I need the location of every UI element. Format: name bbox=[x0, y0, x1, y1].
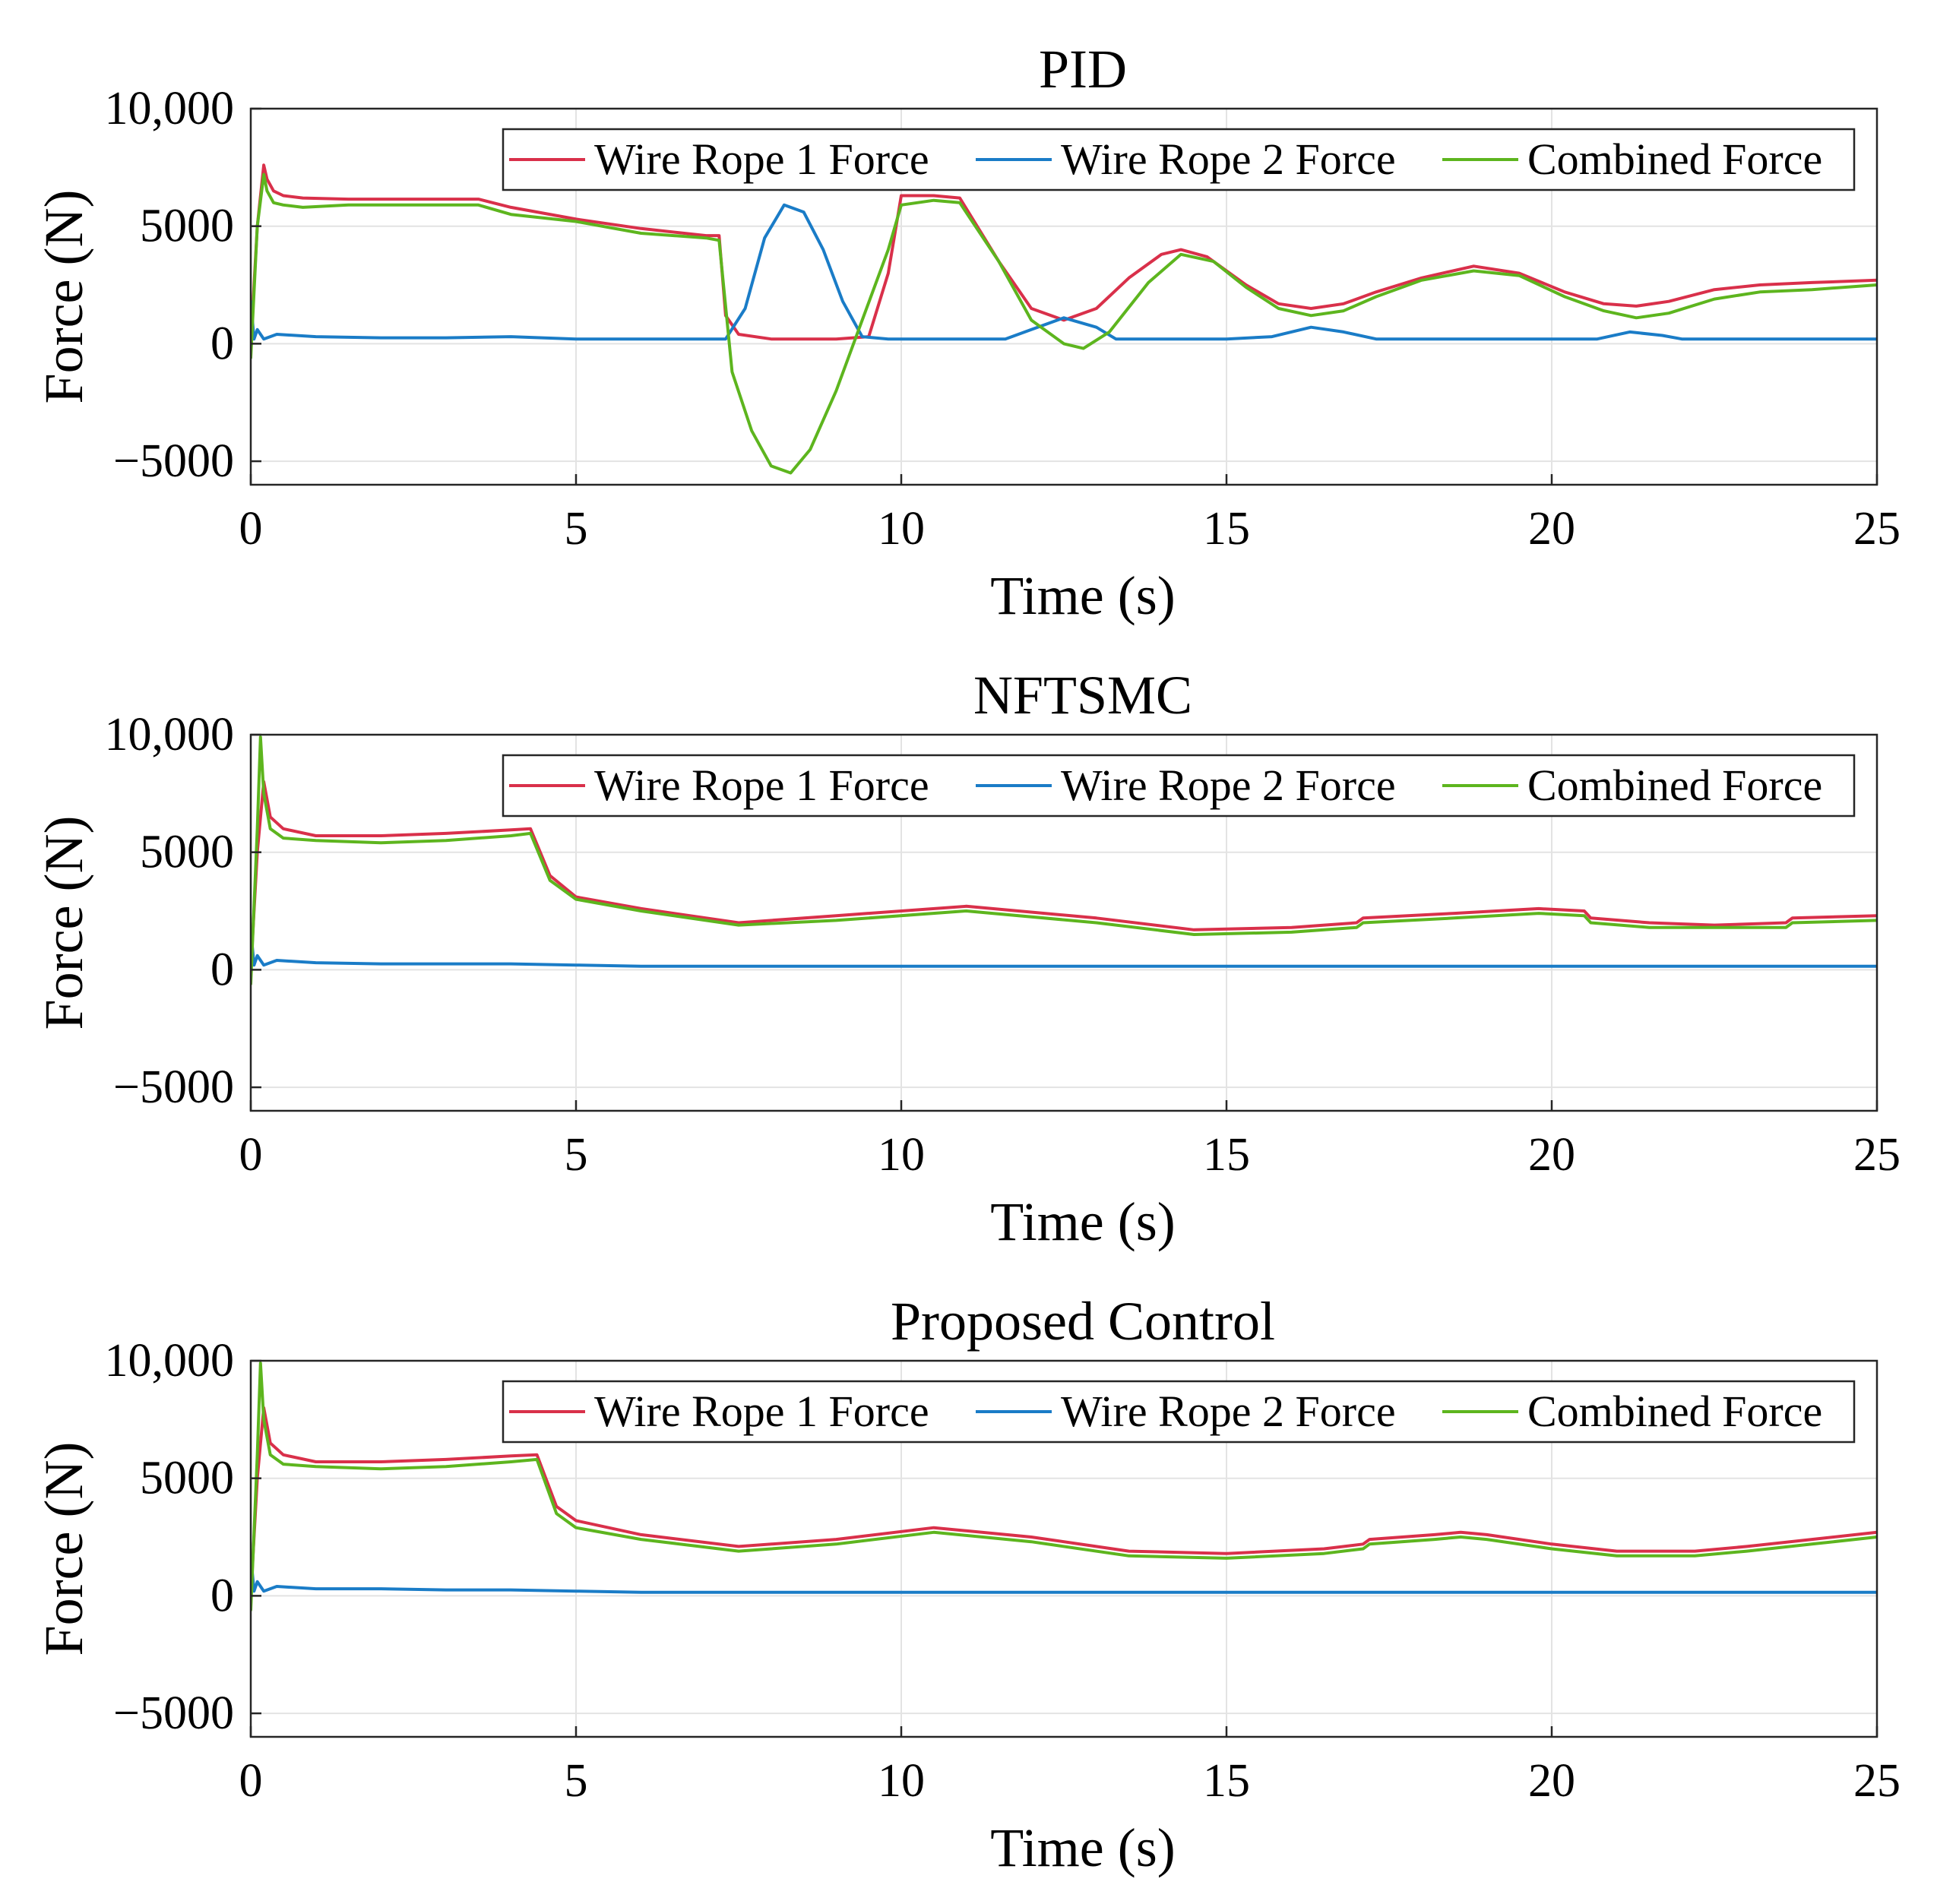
legend-box bbox=[502, 128, 1856, 191]
series-group bbox=[251, 163, 1877, 475]
series-line-wire-rope-1-force bbox=[251, 1406, 1877, 1598]
legend-label-3: Combined Force bbox=[1527, 1387, 1822, 1436]
legend-label-1: Wire Rope 1 Force bbox=[594, 1387, 929, 1436]
x-axis-label: Time (s) bbox=[990, 1817, 1175, 1878]
x-tick-label: 5 bbox=[565, 1129, 588, 1181]
legend-label-2: Wire Rope 2 Force bbox=[1061, 134, 1396, 184]
series-line-combined-force bbox=[251, 1362, 1877, 1611]
legend-label-2: Wire Rope 2 Force bbox=[1061, 1387, 1396, 1436]
legend-box bbox=[502, 754, 1856, 818]
y-tick-label: 0 bbox=[210, 318, 234, 369]
x-tick-label: 10 bbox=[878, 1755, 925, 1807]
y-tick-label: 5000 bbox=[140, 1453, 234, 1504]
x-tick-label: 25 bbox=[1853, 1755, 1901, 1807]
x-tick-label: 20 bbox=[1528, 1755, 1575, 1807]
x-tick-label: 15 bbox=[1203, 503, 1250, 555]
y-tick-label: −5000 bbox=[113, 435, 234, 487]
legend-label-3: Combined Force bbox=[1527, 134, 1822, 184]
x-tick-label: 5 bbox=[565, 1755, 588, 1807]
chart-title: PID bbox=[1039, 39, 1127, 100]
series-group bbox=[251, 735, 1877, 985]
x-axis-label: Time (s) bbox=[990, 1191, 1175, 1252]
x-tick-label: 25 bbox=[1853, 1129, 1901, 1181]
chart-title: Proposed Control bbox=[891, 1291, 1275, 1352]
legend: Wire Rope 1 Force Wire Rope 2 Force Combin… bbox=[502, 1380, 1856, 1444]
x-tick-label: 0 bbox=[239, 1129, 263, 1181]
axes-frame bbox=[249, 107, 1878, 486]
x-tick-label: 25 bbox=[1853, 503, 1901, 555]
y-tick-label: 0 bbox=[210, 1570, 234, 1621]
y-tick-label: 10,000 bbox=[105, 709, 235, 761]
series-line-wire-rope-1-force bbox=[251, 163, 1877, 346]
x-axis-label: Time (s) bbox=[990, 565, 1175, 626]
legend-label-2: Wire Rope 2 Force bbox=[1061, 761, 1396, 810]
y-axis-label: Force (N) bbox=[33, 816, 94, 1030]
x-tick-label: 10 bbox=[878, 1129, 925, 1181]
y-axis-label: Force (N) bbox=[33, 190, 94, 404]
y-tick-label: 5000 bbox=[140, 201, 234, 252]
legend: Wire Rope 1 Force Wire Rope 2 Force Combin… bbox=[502, 128, 1856, 191]
legend: Wire Rope 1 Force Wire Rope 2 Force Combin… bbox=[502, 754, 1856, 818]
x-tick-label: 0 bbox=[239, 503, 263, 555]
legend-label-1: Wire Rope 1 Force bbox=[594, 761, 929, 810]
chart-title: NFTSMC bbox=[973, 665, 1192, 726]
y-tick-label: 10,000 bbox=[105, 83, 235, 134]
axes-frame bbox=[249, 1359, 1878, 1738]
axes-frame bbox=[249, 733, 1878, 1112]
legend-label-3: Combined Force bbox=[1527, 761, 1822, 810]
y-tick-label: −5000 bbox=[113, 1687, 234, 1739]
series-line-wire-rope-2-force bbox=[251, 1554, 1877, 1594]
y-tick-label: 5000 bbox=[140, 827, 234, 878]
legend-box bbox=[502, 1380, 1856, 1444]
y-tick-label: −5000 bbox=[113, 1061, 234, 1113]
x-tick-label: 15 bbox=[1203, 1755, 1250, 1807]
x-tick-label: 10 bbox=[878, 503, 925, 555]
series-group bbox=[251, 1362, 1877, 1611]
x-tick-label: 0 bbox=[239, 1755, 263, 1807]
x-tick-label: 20 bbox=[1528, 1129, 1575, 1181]
legend-label-1: Wire Rope 1 Force bbox=[594, 134, 929, 184]
x-tick-label: 20 bbox=[1528, 503, 1575, 555]
x-tick-label: 15 bbox=[1203, 1129, 1250, 1181]
series-line-wire-rope-2-force bbox=[251, 928, 1877, 968]
series-line-combined-force bbox=[251, 735, 1877, 985]
series-line-wire-rope-1-force bbox=[251, 780, 1877, 972]
x-tick-label: 5 bbox=[565, 503, 588, 555]
y-tick-label: 10,000 bbox=[105, 1335, 235, 1387]
series-line-wire-rope-2-force bbox=[251, 203, 1877, 341]
series-line-combined-force bbox=[251, 172, 1877, 475]
y-axis-label: Force (N) bbox=[33, 1442, 94, 1656]
y-tick-label: 0 bbox=[210, 944, 234, 995]
